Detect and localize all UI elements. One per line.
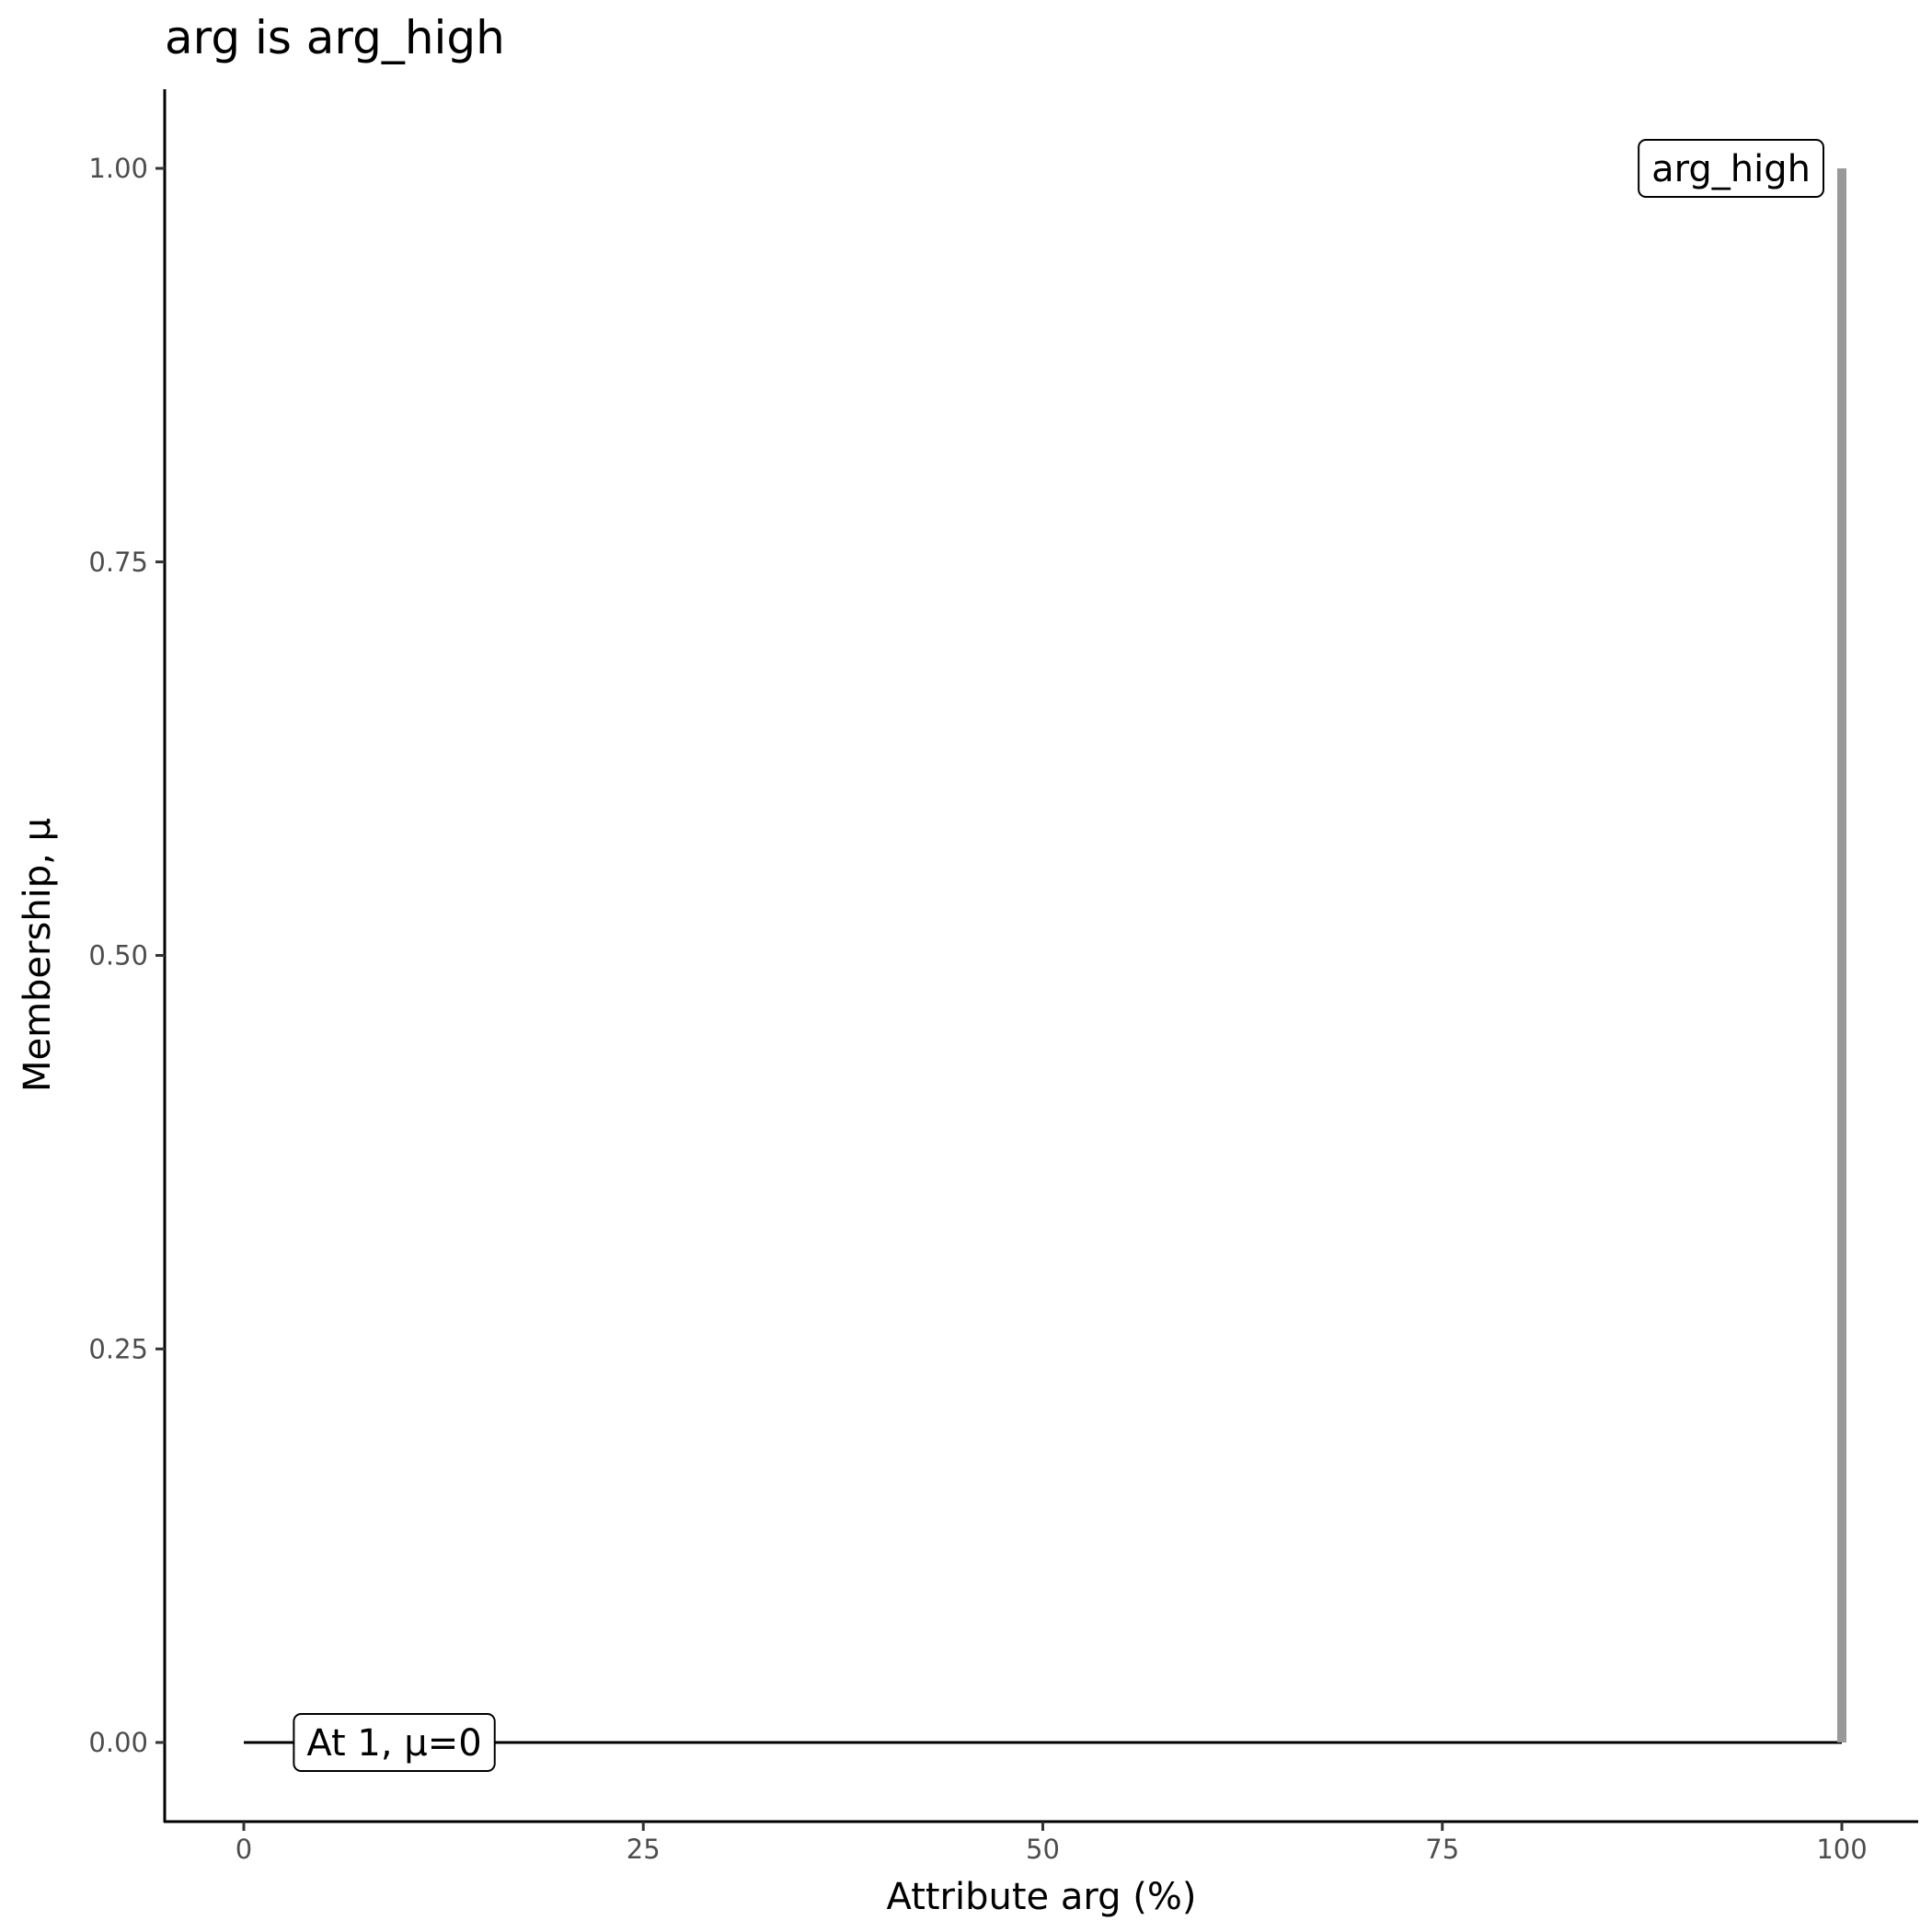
x-tick-label: 25 xyxy=(627,1834,661,1865)
x-axis-title: Attribute arg (%) xyxy=(887,1876,1197,1918)
annotation-label: At 1, μ=0 xyxy=(293,1713,496,1772)
annotation-text: At 1, μ=0 xyxy=(306,1722,481,1765)
annotation-text: arg_high xyxy=(1651,148,1811,190)
y-tick-label: 0.75 xyxy=(88,546,148,578)
chart-title: arg is arg_high xyxy=(165,11,505,64)
y-tick-label: 0.50 xyxy=(88,940,148,972)
y-tick-label: 0.25 xyxy=(88,1333,148,1364)
x-tick-label: 0 xyxy=(236,1834,252,1865)
y-tick-label: 0.00 xyxy=(88,1727,148,1758)
y-tick-label: 1.00 xyxy=(88,153,148,184)
y-axis-title: Membership, μ xyxy=(17,818,59,1092)
annotation-label: arg_high xyxy=(1638,139,1824,198)
x-tick-label: 100 xyxy=(1816,1834,1867,1865)
x-tick-label: 75 xyxy=(1425,1834,1459,1865)
x-tick-label: 50 xyxy=(1026,1834,1060,1865)
